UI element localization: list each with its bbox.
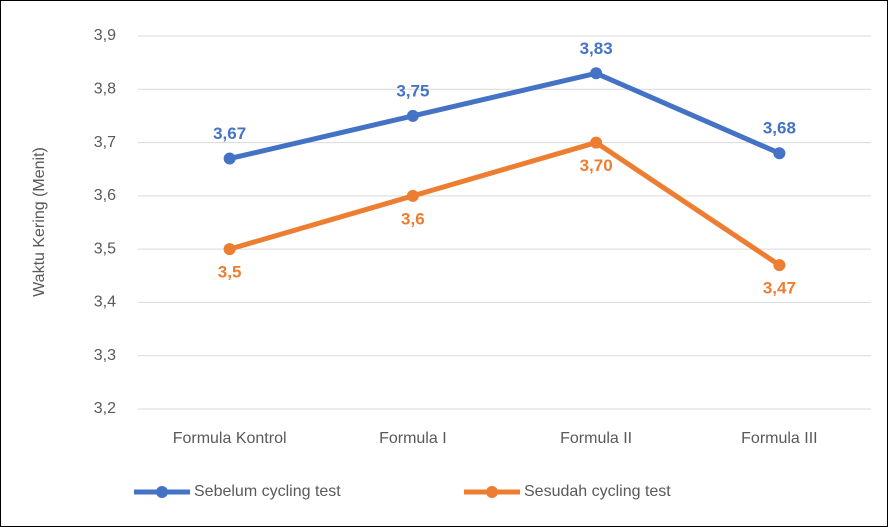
- point: [406, 109, 419, 122]
- legend-label: Sebelum cycling test: [194, 483, 341, 500]
- point: [773, 147, 786, 160]
- data-label: 3,5: [218, 263, 242, 282]
- x-tick-label: Formula II: [560, 430, 632, 447]
- y-tick-label: 3,8: [94, 81, 116, 98]
- legend-marker: [156, 486, 168, 498]
- data-label: 3,67: [213, 124, 246, 143]
- y-tick-label: 3,3: [94, 347, 116, 364]
- y-tick-label: 3,2: [94, 400, 116, 417]
- y-tick-label: 3,9: [94, 27, 116, 44]
- data-label: 3,70: [580, 156, 613, 175]
- y-tick-label: 3,6: [94, 187, 116, 204]
- y-axis-label: Waktu Kering (Menit): [31, 147, 48, 297]
- data-label: 3,6: [401, 209, 425, 228]
- point: [406, 189, 419, 202]
- point: [773, 259, 786, 272]
- legend-label: Sesudah cycling test: [524, 483, 671, 500]
- point: [590, 136, 603, 149]
- legend-marker: [486, 486, 498, 498]
- point: [223, 152, 236, 165]
- x-tick-label: Formula III: [741, 430, 817, 447]
- data-label: 3,75: [396, 81, 429, 100]
- series-line: [228, 140, 781, 268]
- data-label: 3,47: [763, 279, 796, 298]
- point: [223, 243, 236, 256]
- y-tick-label: 3,5: [94, 240, 116, 257]
- data-label: 3,83: [580, 39, 613, 58]
- series-line: [229, 70, 781, 161]
- y-tick-label: 3,4: [94, 294, 116, 311]
- data-label: 3,68: [763, 119, 796, 138]
- x-tick-label: Formula I: [379, 430, 447, 447]
- x-tick-label: Formula Kontrol: [173, 430, 287, 447]
- y-tick-label: 3,7: [94, 134, 116, 151]
- point: [590, 67, 603, 80]
